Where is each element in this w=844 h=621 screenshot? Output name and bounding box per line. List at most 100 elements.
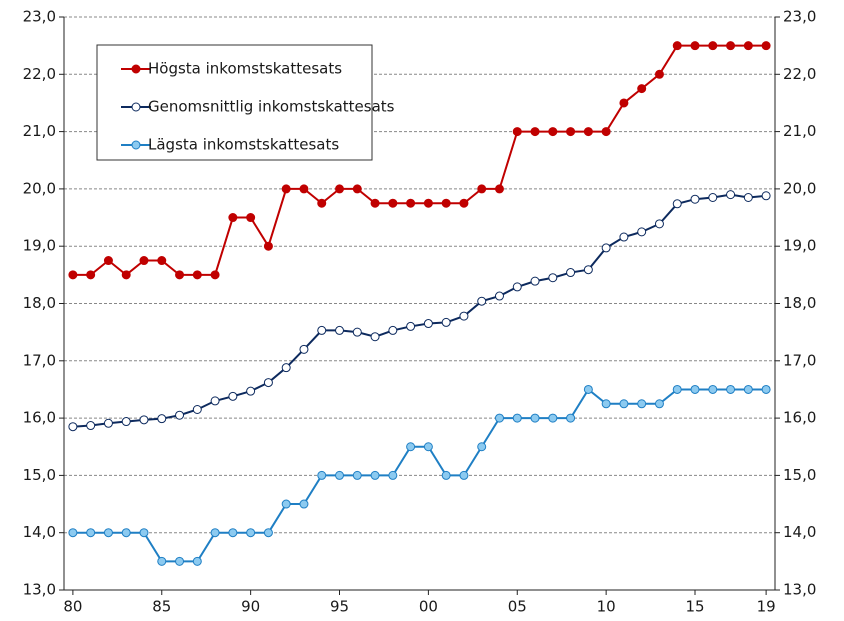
marker	[637, 227, 647, 237]
legend-label: Genomsnittlig inkomstskattesats	[148, 98, 395, 116]
marker	[530, 276, 540, 286]
y-tick-label: 13,0	[23, 581, 56, 599]
marker	[423, 442, 433, 452]
marker	[157, 256, 167, 266]
marker	[228, 213, 238, 223]
y2-tick-label: 13,0	[783, 581, 816, 599]
marker	[512, 127, 522, 137]
marker	[192, 270, 202, 280]
marker	[192, 556, 202, 566]
marker	[352, 184, 362, 194]
marker	[370, 198, 380, 208]
series-line	[72, 387, 767, 563]
y2-tick-label: 20,0	[783, 179, 816, 197]
marker	[406, 198, 416, 208]
marker	[672, 41, 682, 51]
marker	[263, 528, 273, 538]
marker	[299, 184, 309, 194]
marker	[548, 127, 558, 137]
legend-marker	[131, 102, 141, 112]
marker	[246, 528, 256, 538]
marker	[388, 198, 398, 208]
marker	[210, 396, 220, 406]
marker	[601, 127, 611, 137]
marker	[406, 442, 416, 452]
marker	[654, 399, 664, 409]
marker	[743, 384, 753, 394]
marker	[708, 384, 718, 394]
marker	[477, 442, 487, 452]
marker	[441, 317, 451, 327]
marker	[637, 399, 647, 409]
marker	[583, 265, 593, 275]
marker	[726, 384, 736, 394]
marker	[121, 528, 131, 538]
x-tick-label: 05	[508, 598, 527, 616]
marker	[494, 291, 504, 301]
marker	[68, 528, 78, 538]
marker	[619, 232, 629, 242]
legend-label: Lägsta inkomstskattesats	[148, 136, 339, 154]
marker	[370, 332, 380, 342]
marker	[281, 184, 291, 194]
y2-tick-label: 19,0	[783, 237, 816, 255]
marker	[103, 418, 113, 428]
y2-tick-label: 18,0	[783, 294, 816, 312]
y-tick-label: 21,0	[23, 122, 56, 140]
y-tick-label: 20,0	[23, 179, 56, 197]
y2-tick-label: 14,0	[783, 523, 816, 541]
marker	[726, 41, 736, 51]
legend-box	[96, 44, 373, 161]
marker	[566, 127, 576, 137]
y-tick-label: 14,0	[23, 523, 56, 541]
y2-tick-label: 22,0	[783, 65, 816, 83]
marker	[406, 321, 416, 331]
marker	[423, 319, 433, 329]
marker	[672, 384, 682, 394]
x-tick-label: 15	[685, 598, 704, 616]
marker	[299, 499, 309, 509]
y2-tick-label: 23,0	[783, 8, 816, 26]
marker	[335, 184, 345, 194]
marker	[299, 344, 309, 354]
marker	[175, 410, 185, 420]
marker	[441, 198, 451, 208]
marker	[530, 413, 540, 423]
marker	[317, 470, 327, 480]
marker	[86, 270, 96, 280]
marker	[601, 399, 611, 409]
marker	[263, 241, 273, 251]
marker	[637, 84, 647, 94]
marker	[86, 421, 96, 431]
marker	[708, 192, 718, 202]
marker	[512, 282, 522, 292]
legend-marker	[131, 64, 141, 74]
x-tick-label: 90	[241, 598, 260, 616]
y-tick-label: 22,0	[23, 65, 56, 83]
y2-tick-label: 16,0	[783, 409, 816, 427]
y-tick-label: 15,0	[23, 466, 56, 484]
y2-tick-label: 17,0	[783, 351, 816, 369]
marker	[761, 384, 771, 394]
y-tick-label: 23,0	[23, 8, 56, 26]
marker	[690, 41, 700, 51]
series-line	[72, 193, 767, 428]
marker	[708, 41, 718, 51]
marker	[441, 470, 451, 480]
x-tick-label: 00	[419, 598, 438, 616]
legend-label: Högsta inkomstskattesats	[148, 60, 342, 78]
marker	[281, 363, 291, 373]
marker	[459, 198, 469, 208]
marker	[352, 327, 362, 337]
x-tick-label: 80	[63, 598, 82, 616]
y-tick-label: 18,0	[23, 294, 56, 312]
y-tick-label: 16,0	[23, 409, 56, 427]
marker	[477, 184, 487, 194]
marker	[423, 198, 433, 208]
marker	[619, 399, 629, 409]
marker	[494, 413, 504, 423]
marker	[246, 386, 256, 396]
marker	[103, 256, 113, 266]
marker	[68, 270, 78, 280]
